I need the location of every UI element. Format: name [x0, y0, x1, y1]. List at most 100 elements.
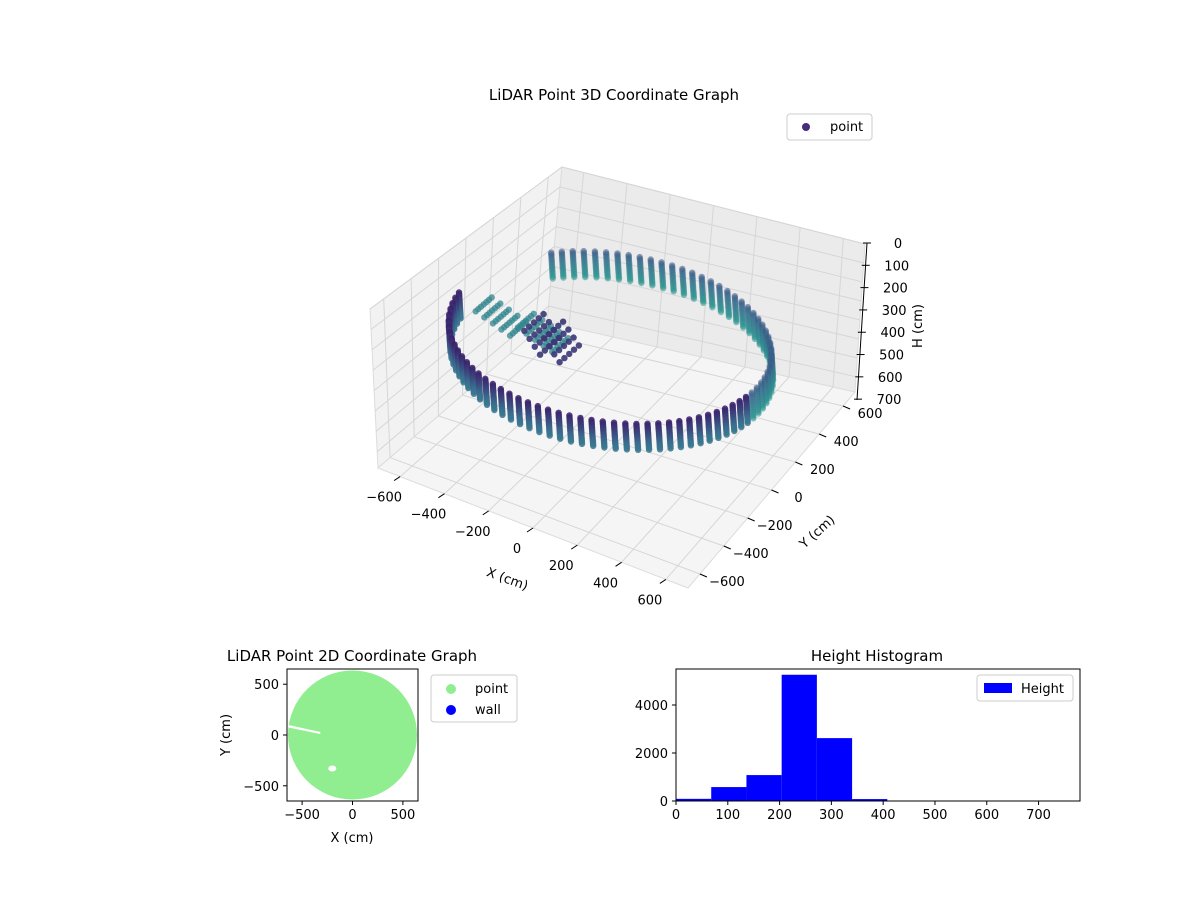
y-tick-3d: [819, 433, 827, 438]
lidar-point: [565, 326, 572, 333]
lidar-point: [557, 435, 564, 442]
lidar-point: [526, 335, 533, 342]
lidar-point: [530, 319, 538, 326]
grid-floor-y: [486, 373, 796, 463]
lidar-point: [489, 320, 497, 327]
lidar-point: [521, 327, 528, 334]
lidar-point: [560, 342, 568, 350]
lidar-point: [531, 331, 538, 338]
lidar-point: [561, 354, 568, 362]
lidar-point: [555, 334, 562, 342]
lidar-point: [670, 288, 677, 295]
lidar-point: [733, 318, 740, 326]
lidar-point: [506, 332, 514, 339]
legend-2d-wall-marker: [446, 705, 456, 715]
x-tick-label-hist: 200: [767, 808, 792, 823]
lidar-point: [536, 428, 543, 436]
legend-2d-point-label: point: [475, 682, 508, 697]
lidar-point: [498, 326, 505, 333]
lidar-point: [545, 331, 552, 338]
histogram-bar: [816, 738, 853, 801]
x-tick-3d: [615, 561, 622, 567]
lidar-point: [531, 336, 539, 343]
legend-3d-label: point: [830, 120, 863, 135]
lidar-point: [593, 274, 600, 281]
y-tick-label-3d: −200: [757, 519, 793, 534]
legend-histogram-swatch: [984, 683, 1012, 693]
grid-z-level: [370, 186, 864, 330]
x-tick-label-hist: 500: [923, 808, 948, 823]
lidar-point: [536, 339, 543, 346]
z-tick-label-3d: 300: [882, 304, 907, 319]
x-tick-label-hist: 100: [715, 808, 740, 823]
histogram-title: Height Histogram: [811, 647, 943, 665]
lidar-point: [525, 323, 533, 330]
legend-2d: point wall: [430, 674, 518, 723]
lidar-point: [746, 329, 753, 337]
grid-z-level: [372, 226, 862, 371]
y-tick-label-2d: 0: [271, 729, 279, 744]
lidar-point: [536, 327, 543, 334]
z-tick-label-3d: 200: [883, 282, 908, 297]
lidar-point: [541, 347, 549, 354]
x-tick-3d: [526, 527, 534, 533]
legend-histogram-frame: [976, 674, 1074, 702]
y-tick-label-2d: −500: [243, 780, 279, 795]
lidar-point: [560, 274, 567, 281]
lidar-point: [567, 438, 575, 445]
lidar-point: [725, 313, 733, 321]
lidar-point: [556, 359, 563, 366]
chart-2d-title: LiDAR Point 2D Coordinate Graph: [227, 647, 477, 665]
chart-3d: LiDAR Point 3D Coordinate Graph −600 −400…: [366, 86, 926, 608]
lidar-point: [549, 275, 556, 282]
lidar-point: [476, 396, 484, 403]
lidar-point: [604, 275, 611, 282]
z-tick-label-3d: 600: [878, 371, 903, 386]
histogram-bar: [852, 799, 888, 801]
z-tick-label-3d: 100: [884, 259, 909, 274]
histogram-bars: [676, 674, 1064, 801]
lidar-point: [565, 338, 572, 345]
grid-left-y: [534, 177, 549, 333]
y-axis-label-3d: Y (cm): [796, 513, 838, 553]
x-tick-label-3d: 600: [637, 593, 662, 608]
grid-floor-y: [438, 415, 748, 519]
lidar-point: [649, 282, 656, 289]
x-tick-label-3d: 0: [513, 542, 521, 557]
lidar-point: [470, 390, 478, 397]
grid-z-level: [376, 305, 857, 453]
lidar-point: [582, 273, 589, 281]
lidar-point: [472, 308, 479, 315]
x-tick-label-3d: −400: [411, 508, 447, 523]
legend-2d-point-marker: [446, 684, 456, 694]
histogram-bar: [746, 775, 782, 801]
lidar-point: [540, 335, 547, 342]
lidar-point: [677, 443, 685, 451]
lidar-point: [531, 343, 538, 350]
lidar-point: [559, 318, 567, 325]
lidar-point: [697, 440, 704, 447]
y-axis-label-2d: Y (cm): [219, 714, 234, 757]
lidar-point: [731, 427, 738, 435]
lidar-point: [709, 304, 716, 311]
x-tick-3d: [571, 544, 578, 550]
y-tick-3d: [771, 489, 779, 494]
lidar-point: [638, 279, 645, 287]
lidar-point: [627, 277, 634, 285]
y-tick-label-3d: −400: [733, 547, 769, 562]
lidar-point: [570, 346, 578, 353]
lidar-point: [715, 434, 722, 441]
lidar-point: [660, 285, 667, 292]
x-tick-label-2d: 0: [348, 808, 356, 823]
grid-floor-y: [389, 457, 701, 575]
z-axis-line-3d: [856, 242, 868, 401]
lidar-point: [555, 322, 562, 329]
grid-back-x: [568, 172, 585, 328]
y-tick-3d: [723, 545, 731, 550]
lidar-point: [744, 419, 751, 426]
y-tick-label-hist: 4000: [635, 699, 668, 714]
chart-3d-title: LiDAR Point 3D Coordinate Graph: [489, 86, 739, 104]
grid-floor-y: [414, 436, 724, 547]
lidar-point: [546, 432, 553, 439]
grid-back-x: [744, 216, 758, 368]
